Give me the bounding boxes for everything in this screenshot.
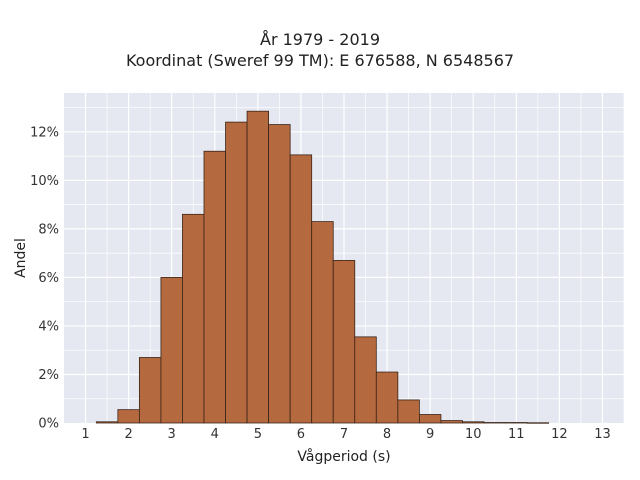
histogram-bar	[203, 150, 226, 424]
histogram-bar	[505, 422, 528, 424]
x-tick-label: 9	[426, 427, 434, 442]
y-axis-ticks: 0% 2% 4% 6% 8% 10% 12%	[30, 125, 59, 431]
x-tick-label: 11	[508, 427, 525, 442]
x-axis-ticks: 1 2 3 4 5 6 7 8 9 10 11 12 13	[81, 427, 610, 442]
x-tick-label: 10	[465, 427, 482, 442]
histogram-bar	[526, 422, 550, 424]
bars	[95, 110, 550, 424]
histogram-bar	[375, 371, 399, 424]
y-tick-label: 4%	[38, 319, 59, 334]
x-tick-label: 2	[124, 427, 132, 442]
chart-title: År 1979 - 2019	[260, 30, 380, 49]
x-tick-label: 13	[594, 427, 611, 442]
x-tick-label: 4	[211, 427, 219, 442]
y-axis-label: Andel	[13, 238, 29, 278]
histogram-bar	[246, 110, 270, 424]
x-tick-label: 8	[383, 427, 391, 442]
histogram-bar	[332, 260, 356, 424]
histogram-bar	[160, 277, 183, 424]
y-tick-label: 10%	[30, 174, 59, 189]
x-tick-label: 1	[81, 427, 89, 442]
y-tick-label: 0%	[38, 417, 59, 432]
histogram-bar	[483, 422, 506, 424]
x-tick-label: 5	[254, 427, 262, 442]
y-tick-label: 2%	[38, 368, 59, 383]
y-tick-label: 6%	[38, 271, 59, 286]
histogram-bar	[225, 121, 248, 424]
histogram-bar	[462, 421, 485, 424]
histogram-bar	[440, 420, 463, 424]
histogram-bar	[289, 154, 313, 424]
histogram-bar	[117, 409, 140, 424]
histogram-bar	[311, 221, 334, 424]
y-tick-label: 8%	[38, 222, 59, 237]
histogram-bar	[418, 414, 442, 424]
x-tick-label: 7	[340, 427, 348, 442]
x-axis-label: Vågperiod (s)	[297, 448, 390, 465]
histogram-bar	[397, 399, 420, 424]
x-tick-label: 3	[168, 427, 176, 442]
histogram-bar	[268, 124, 291, 424]
histogram-bar	[182, 213, 205, 424]
histogram-bar	[95, 421, 119, 424]
histogram-bar	[138, 357, 162, 424]
y-tick-label: 12%	[30, 125, 59, 140]
chart-subtitle: Koordinat (Sweref 99 TM): E 676588, N 65…	[125, 51, 515, 70]
x-tick-label: 6	[297, 427, 305, 442]
x-tick-label: 12	[551, 427, 568, 442]
histogram-bar	[354, 336, 377, 424]
